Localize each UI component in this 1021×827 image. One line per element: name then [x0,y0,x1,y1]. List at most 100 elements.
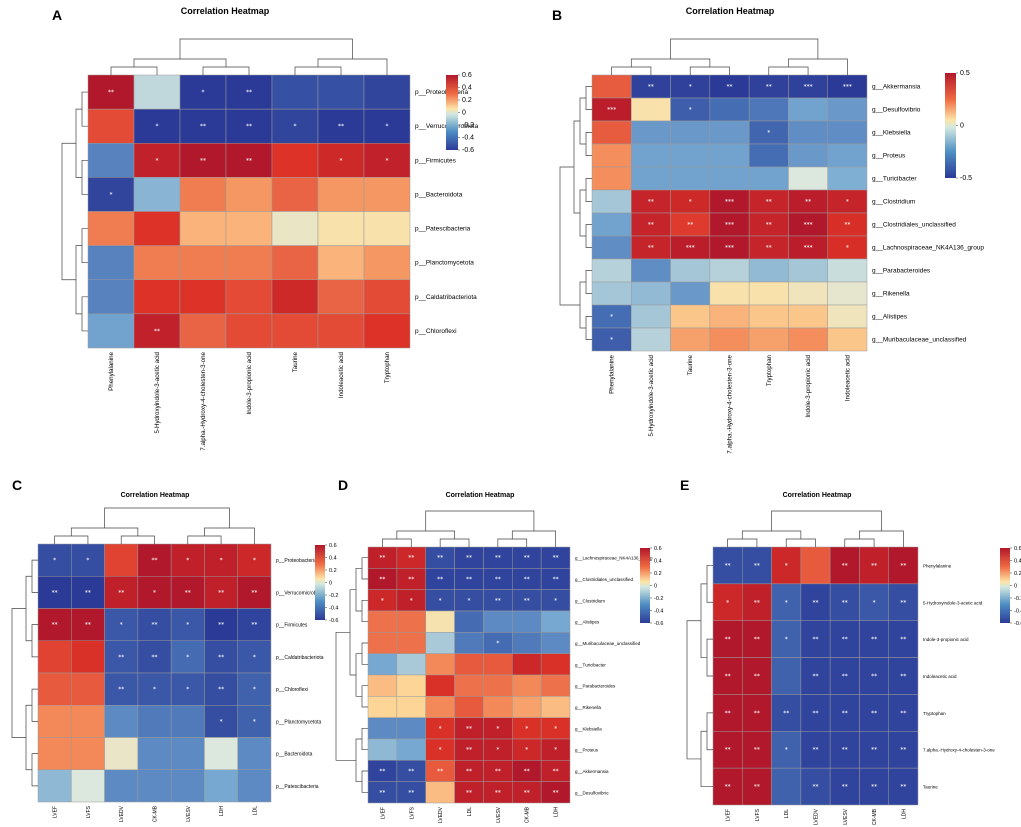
dendrogram-branch [61,142,76,281]
significance-mark: * [340,157,343,164]
row-label: g__Clostridiales_unclassified [872,222,956,229]
significance-mark: ** [813,599,819,606]
heatmap-cell [748,97,789,122]
colorbar-tick-label: 0.2 [329,568,337,574]
heatmap-cell [396,717,426,740]
heatmap-cell [137,769,172,803]
heatmap-cell [317,177,365,212]
row-label: p__Caldatribacteriota [276,655,324,661]
heatmap-cell [204,737,238,770]
heatmap-cell [800,546,831,585]
heatmap-cell [37,640,72,674]
heatmap-cell [133,74,181,110]
column-label: Indole-3-propionic acid [805,354,812,417]
significance-mark: ** [805,199,811,206]
row-label: g__Rikenella [575,705,602,710]
row-label: Tryptophan [923,711,946,716]
heatmap-cell [104,769,139,803]
row-label: g__Parabacteroides [872,268,931,275]
heatmap-cell [454,696,484,718]
row-label: Indole-3-propionic acid [923,637,969,642]
heatmap-cell [888,620,919,658]
heatmap-cell [87,245,135,281]
heatmap-cell [225,245,273,281]
heatmap-cell [170,640,205,674]
significance-mark: * [726,599,729,606]
significance-mark: ** [871,710,877,717]
row-label: g__Alistipes [872,314,908,321]
row-dendrogram [335,557,368,793]
significance-mark: ** [251,589,257,596]
colorbar-tick-label: 0 [462,110,466,117]
heatmap-cell [512,696,542,718]
significance-mark: ** [218,654,224,661]
heatmap-cell [888,694,919,732]
significance-mark: ** [408,768,414,775]
column-label: Indoleacetic acid [338,351,345,398]
dendrogram-branch [700,583,707,658]
significance-mark: ** [871,784,877,791]
dendrogram-branch [497,538,528,547]
dendrogram-branch [31,624,38,658]
heatmap-cell [237,543,272,577]
significance-mark: ** [466,555,472,562]
heatmap-cell [591,258,632,283]
heatmap-cell [771,620,802,658]
significance-mark: ** [218,622,224,629]
significance-mark: *** [725,245,734,252]
heatmap-cell [425,632,455,654]
row-label: p__Verrucomicrobiota [276,590,325,596]
heatmap-cell [87,313,135,349]
significance-mark: * [873,599,876,606]
significance-mark: * [294,123,297,130]
heatmap-cell [709,258,750,283]
dendrogram-branch [559,166,580,306]
significance-mark: * [186,654,189,661]
significance-mark: ** [200,157,206,164]
row-dendrogram [686,565,713,787]
heatmap-cell [742,620,772,658]
significance-mark: ** [466,725,472,732]
heatmap-cell [71,608,105,641]
significance-mark: * [554,725,557,732]
heatmap-cell [454,653,484,676]
column-label: Tryptophan [766,354,773,386]
heatmap-cell [363,177,411,212]
row-label: p__Bacteroidota [415,191,463,198]
colorbar-tick-label: 0.6 [1014,546,1021,552]
heatmap-cell [631,281,671,306]
dendrogram-branch [396,530,455,539]
heatmap-cell [512,632,542,654]
significance-mark: ** [900,673,906,680]
heatmap-cell [748,166,789,191]
significance-mark: ** [52,589,58,596]
heatmap-cell [788,120,828,145]
significance-mark: ** [754,599,760,606]
heatmap-cell [37,672,72,706]
significance-mark: * [689,107,692,114]
colorbar-tick-label: 0.4 [462,85,472,92]
heatmap-cell [709,327,750,352]
significance-mark: ** [687,222,693,229]
significance-mark: ** [813,784,819,791]
column-label: Indoleacetic acid [844,354,851,401]
heatmap-cell [512,653,542,676]
significance-mark: ** [154,328,160,335]
heatmap-cell [712,620,743,658]
heatmap-cell [829,657,860,695]
significance-mark: ** [466,789,472,796]
heatmap-cell [748,258,789,283]
heatmap-cell [829,583,860,621]
column-label: LDH [219,806,225,816]
heatmap-cell [225,211,273,246]
heatmap-cell [709,97,750,122]
heatmap-cell [631,327,671,352]
colorbar-tick-label: 0.5 [960,70,970,77]
dendrogram-branch [335,631,356,761]
heatmap-cell [709,143,750,168]
heatmap-title: Correlation Heatmap [121,492,190,499]
dendrogram-branch [630,58,711,67]
heatmap-cell [742,657,772,695]
heatmap-cell [771,767,802,806]
